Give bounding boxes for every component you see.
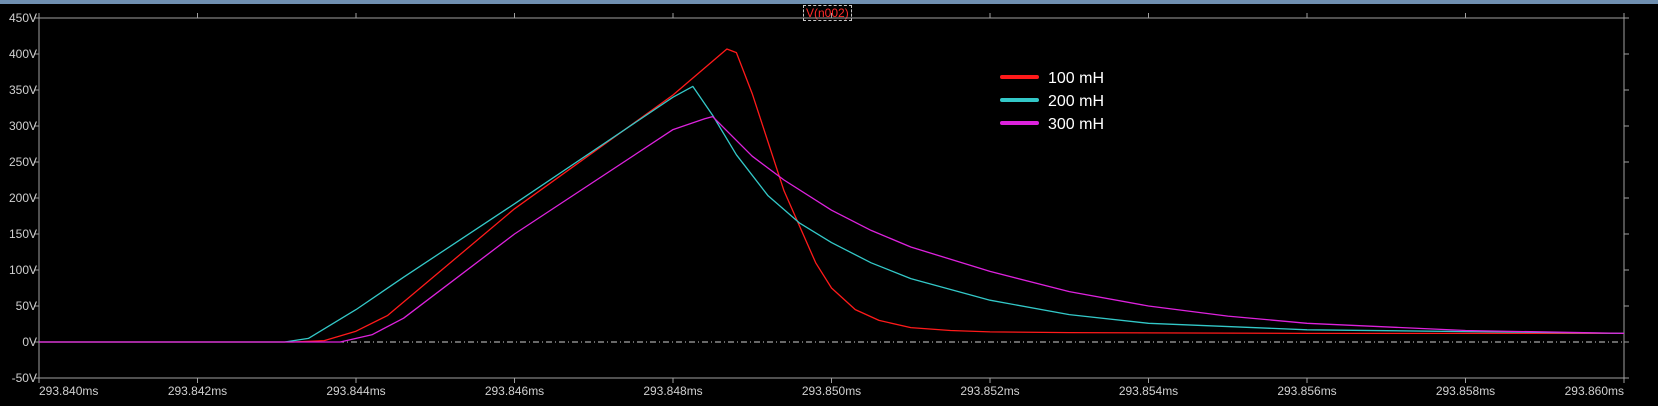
y-tick-label: 400V	[9, 47, 37, 61]
y-tick-label: 350V	[9, 83, 37, 97]
y-tick-label: -50V	[12, 371, 37, 385]
x-tick-label: 293.852ms	[960, 384, 1019, 398]
x-tick-label: 293.858ms	[1436, 384, 1495, 398]
x-tick-label: 293.848ms	[643, 384, 702, 398]
y-tick-label: 250V	[9, 155, 37, 169]
x-tick-label: 293.844ms	[326, 384, 385, 398]
y-tick-label: 450V	[9, 11, 37, 25]
y-tick-label: 150V	[9, 227, 37, 241]
x-tick-label: 293.854ms	[1119, 384, 1178, 398]
y-tick-label: 0V	[22, 335, 37, 349]
x-tick-label: 293.840ms	[39, 384, 98, 398]
plot-frame	[38, 17, 1625, 379]
y-tick-label: 200V	[9, 191, 37, 205]
series-line-1[interactable]	[39, 48, 1624, 343]
series-line-3[interactable]	[39, 115, 1625, 343]
window-top-border	[0, 0, 1658, 4]
trace-title[interactable]: V(n002)	[803, 5, 852, 21]
legend-label: 100 mH	[1048, 70, 1104, 87]
x-tick-label: 293.842ms	[168, 384, 227, 398]
series-line-2[interactable]	[39, 85, 1625, 343]
x-tick-label: 293.850ms	[802, 384, 861, 398]
y-tick-label: 300V	[9, 119, 37, 133]
legend-label: 300 mH	[1048, 116, 1104, 133]
y-tick-label: 50V	[16, 299, 37, 313]
x-tick-label: 293.860ms	[1565, 384, 1624, 398]
x-tick-label: 293.856ms	[1277, 384, 1336, 398]
legend-label: 200 mH	[1048, 93, 1104, 110]
x-tick-label: 293.846ms	[485, 384, 544, 398]
y-tick-label: 100V	[9, 263, 37, 277]
